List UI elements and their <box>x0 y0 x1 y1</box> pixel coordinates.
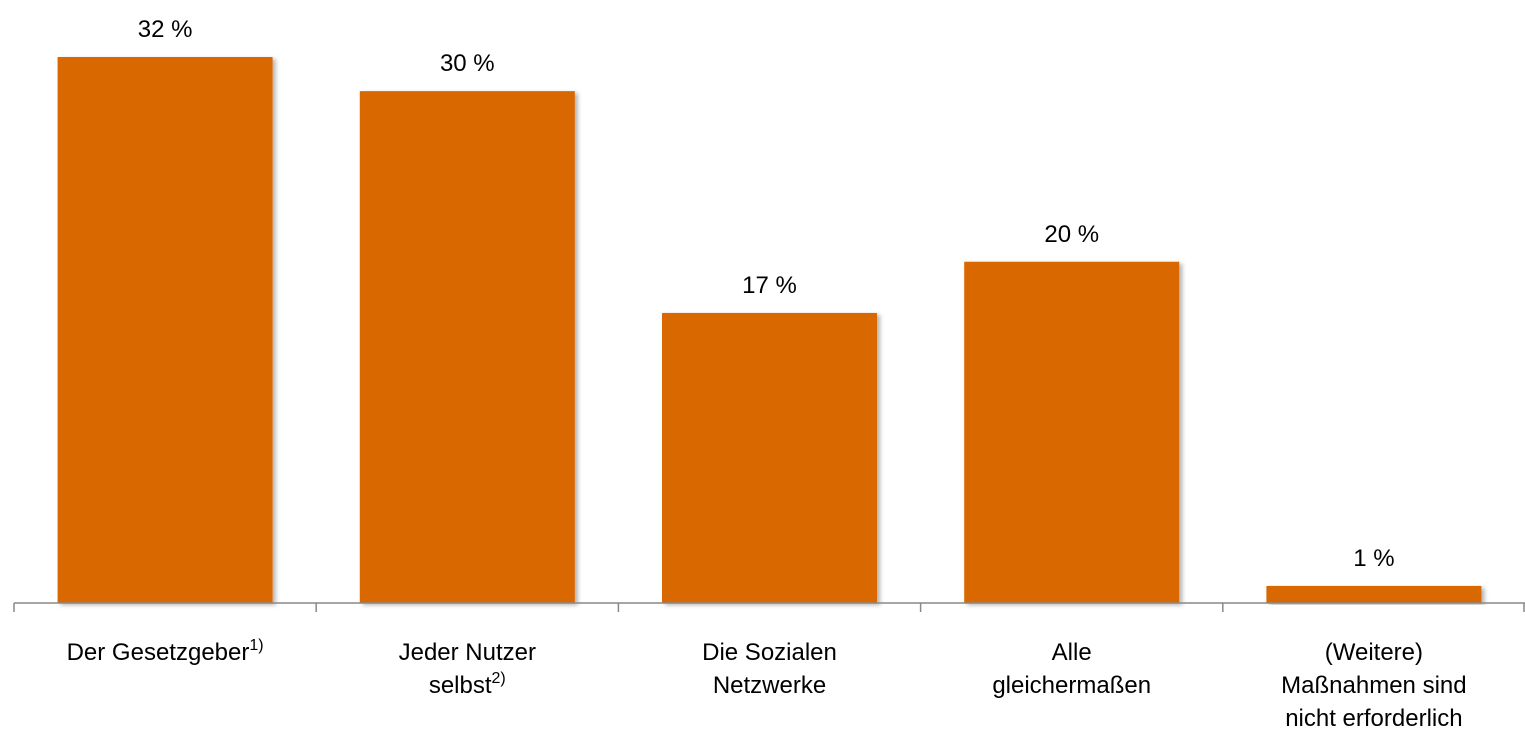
label-line: selbst <box>429 672 492 699</box>
value-label: 30 % <box>440 50 495 77</box>
label-line: Die Sozialen <box>702 639 837 666</box>
bar <box>359 91 575 603</box>
value-label: 1 % <box>1353 545 1394 572</box>
x-tick-label: Der Gesetzgeber1) <box>67 637 264 666</box>
x-tick-label: (Weitere) Maßnahmen sind nicht erforderlic… <box>1281 639 1466 732</box>
bar <box>964 261 1180 603</box>
x-tick-label: Jeder Nutzer selbst2) <box>399 639 536 699</box>
value-label: 32 % <box>138 16 193 43</box>
bar <box>1266 585 1482 603</box>
value-label: 20 % <box>1044 221 1099 248</box>
label-line: Der Gesetzgeber <box>67 639 250 666</box>
label-line: (Weitere) <box>1325 639 1423 666</box>
label-line: Jeder Nutzer <box>399 639 536 666</box>
label-line: Maßnahmen sind <box>1281 672 1466 699</box>
footnote: 1) <box>249 637 263 654</box>
x-tick-label: Die Sozialen Netzwerke <box>702 639 837 699</box>
label-line: Alle <box>1052 639 1092 666</box>
label-line: gleichermaßen <box>992 672 1151 699</box>
label-line: nicht erforderlich <box>1285 705 1462 732</box>
bar <box>662 312 877 603</box>
label-line: Netzwerke <box>713 672 826 699</box>
x-tick-label: Alle gleichermaßen <box>992 639 1151 699</box>
footnote: 2) <box>492 670 506 687</box>
value-label: 17 % <box>742 272 797 299</box>
bar <box>57 57 273 603</box>
